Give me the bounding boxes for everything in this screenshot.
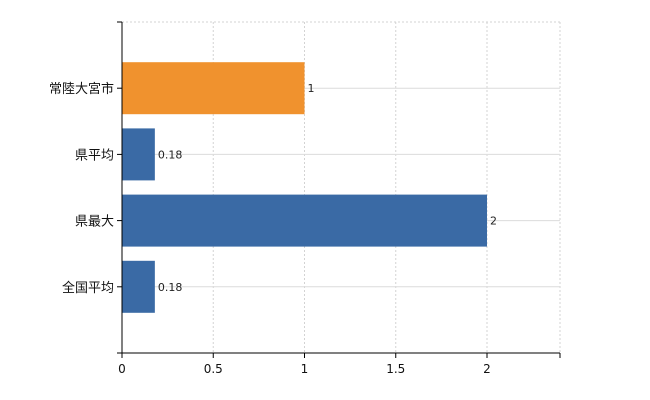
bar (122, 62, 305, 115)
x-tick-label: 1.5 (386, 362, 405, 376)
bar (122, 128, 155, 181)
x-tick-label: 0 (118, 362, 126, 376)
category-label: 県平均 (75, 148, 114, 163)
category-label: 全国平均 (62, 280, 114, 296)
data-label: 0.18 (158, 148, 183, 161)
bar (122, 260, 155, 313)
category-label: 常陸大宮市 (49, 81, 114, 97)
data-label: 0.18 (158, 281, 183, 294)
x-tick-label: 1 (301, 362, 309, 376)
bar (122, 194, 487, 247)
data-label: 1 (308, 82, 315, 95)
x-tick-label: 2 (483, 362, 491, 376)
x-tick-label: 0.5 (204, 362, 223, 376)
category-label: 県最大 (75, 215, 114, 230)
data-label: 2 (490, 215, 497, 228)
